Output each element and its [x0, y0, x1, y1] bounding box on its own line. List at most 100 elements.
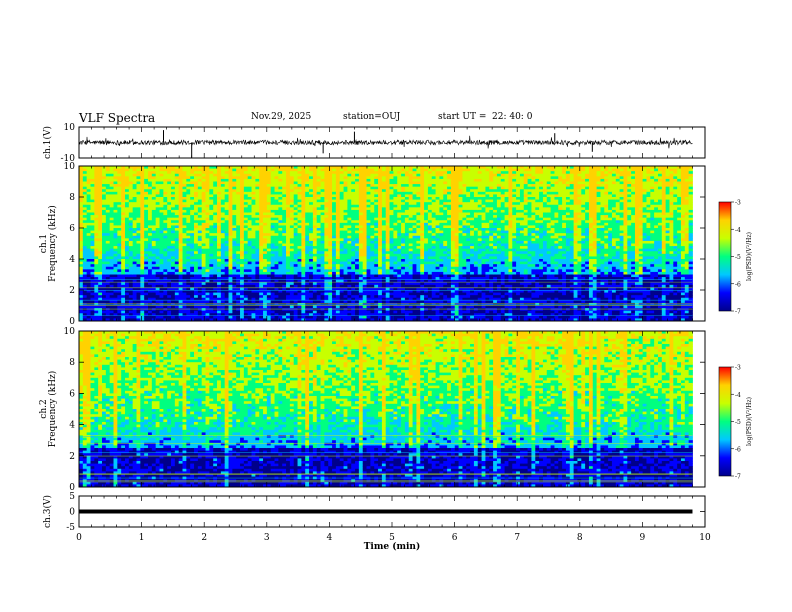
spectrogram-cell: [151, 284, 157, 288]
spectrogram-cell: [305, 315, 310, 319]
spectrogram-cell: [328, 284, 333, 288]
spectrogram-cell: [305, 228, 310, 231]
spectrogram-cell: [355, 310, 360, 314]
spectrogram-cell: [366, 305, 371, 309]
spectrogram-cell: [366, 271, 371, 275]
spectrogram-cell: [282, 191, 287, 195]
spectrogram-cell: [220, 176, 226, 180]
spectrogram-cell: [167, 240, 172, 244]
spectrogram-cell: [324, 240, 329, 244]
spectrogram-cell: [286, 277, 291, 281]
spectrogram-cell: [240, 199, 245, 203]
spectrogram-cell: [305, 308, 310, 312]
spectrogram-cell: [109, 202, 114, 206]
spectrogram-cell: [335, 215, 341, 219]
spectrogram-cell: [316, 233, 321, 237]
spectrogram-cell: [236, 295, 241, 299]
spectrogram-cell: [132, 269, 137, 273]
spectrogram-cell: [247, 186, 252, 190]
spectrogram-cell: [324, 290, 329, 293]
spectrogram-cell: [117, 217, 122, 221]
spectrogram-cell: [358, 310, 364, 314]
spectrogram-cell: [140, 248, 145, 252]
spectrogram-cell: [305, 264, 310, 268]
spectrogram-cell: [86, 197, 91, 200]
spectrogram-cell: [109, 274, 114, 278]
spectrogram-cell: [343, 181, 348, 185]
spectrogram-cell: [355, 202, 360, 206]
spectrogram-cell: [213, 300, 218, 304]
spectrogram-cell: [163, 204, 168, 208]
spectrogram-cell: [217, 259, 222, 262]
spectrogram-cell: [94, 259, 99, 262]
spectrogram-cell: [155, 266, 160, 270]
spectrogram-cell: [381, 261, 387, 265]
spectrogram-cell: [128, 259, 134, 262]
spectrogram-cell: [351, 238, 356, 242]
spectrogram-cell: [128, 243, 134, 247]
spectrogram-cell: [286, 259, 291, 262]
spectrogram-cell: [293, 166, 298, 169]
spectrogram-cell: [155, 261, 160, 265]
spectrogram-cell: [205, 204, 210, 208]
spectrogram-cell: [378, 308, 383, 312]
spectrogram-cell: [159, 251, 164, 255]
spectrogram-cell: [98, 274, 103, 278]
spectrogram-cell: [197, 243, 203, 247]
spectrogram-cell: [370, 184, 375, 188]
spectrogram-cell: [385, 259, 390, 262]
spectrogram-cell: [194, 178, 199, 182]
spectrogram-cell: [351, 305, 356, 309]
spectrogram-cell: [293, 295, 298, 299]
spectrogram-cell: [155, 186, 160, 190]
spectrogram-cell: [274, 238, 279, 242]
spectrogram-cell: [351, 315, 356, 319]
spectrogram-cell: [174, 202, 180, 206]
spectrogram-cell: [105, 189, 111, 193]
spectrogram-cell: [385, 300, 390, 304]
spectrogram-cell: [301, 217, 306, 221]
spectrogram-cell: [328, 313, 333, 317]
spectrogram-cell: [378, 166, 383, 169]
spectrogram-cell: [105, 194, 111, 198]
spectrogram-cell: [224, 184, 229, 188]
spectrogram-cell: [82, 300, 88, 304]
spectrogram-cell: [385, 271, 390, 275]
spectrogram-cell: [343, 271, 348, 275]
spectrogram-cell: [121, 300, 126, 304]
spectrogram-cell: [366, 290, 371, 293]
spectrogram-cell: [385, 194, 390, 198]
spectrogram-cell: [102, 284, 107, 288]
spectrogram-cell: [243, 173, 249, 177]
spectrogram-cell: [201, 282, 206, 286]
spectrogram-cell: [159, 209, 164, 213]
spectrogram-cell: [128, 256, 134, 260]
spectrogram-cell: [102, 248, 107, 252]
spectrogram-cell: [255, 269, 260, 273]
spectrogram-cell: [190, 199, 195, 203]
spectrogram-cell: [144, 251, 149, 255]
spectrogram-cell: [255, 300, 260, 304]
spectrogram-cell: [86, 295, 91, 299]
spectrogram-cell: [79, 305, 84, 309]
spectrogram-cell: [243, 168, 249, 172]
spectrogram-cell: [374, 225, 379, 229]
spectrogram-cell: [316, 248, 321, 252]
spectrogram-cell: [213, 313, 218, 317]
spectrogram-cell: [240, 279, 245, 283]
spectrogram-cell: [113, 279, 118, 283]
spectrogram-cell: [132, 297, 137, 301]
spectrogram-cell: [148, 194, 153, 198]
spectrogram-cell: [266, 271, 272, 275]
spectrogram-cell: [263, 318, 268, 322]
spectrogram-cell: [351, 300, 356, 304]
spectrogram-cell: [324, 300, 329, 304]
spectrogram-cell: [374, 197, 379, 200]
spectrogram-cell: [293, 305, 298, 309]
spectrogram-cell: [194, 261, 199, 265]
spectrogram-cell: [266, 295, 272, 299]
spectrogram-cell: [125, 261, 130, 265]
spectrogram-cell: [113, 233, 118, 237]
spectrogram-cell: [194, 300, 199, 304]
spectrogram-cell: [201, 194, 206, 198]
